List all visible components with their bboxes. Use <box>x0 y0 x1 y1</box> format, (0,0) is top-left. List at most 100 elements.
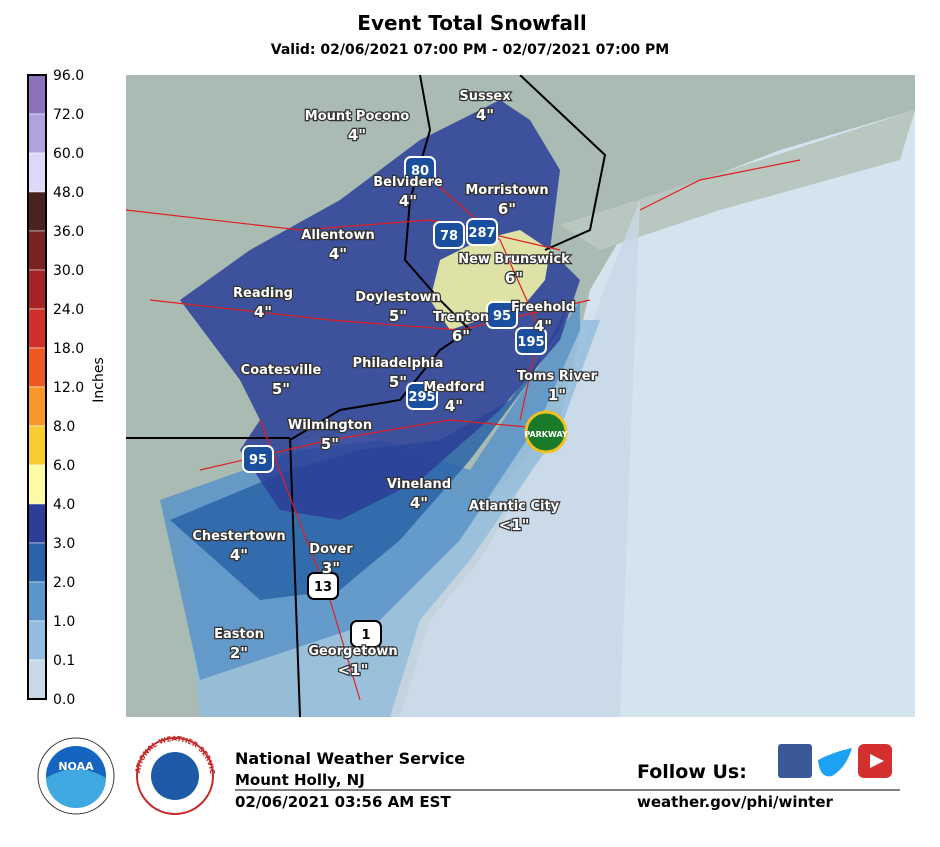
legend-box <box>27 152 47 193</box>
route-number: 80 <box>411 164 429 179</box>
city-name: Reading <box>233 286 293 301</box>
route-shield <box>307 572 339 600</box>
legend-frame <box>27 74 47 700</box>
city-amount: 4" <box>534 317 552 335</box>
follow: Follow Us: <box>637 761 747 783</box>
city-name: Toms River <box>517 369 598 384</box>
snow-zone <box>430 230 550 330</box>
youtube-play <box>870 754 884 768</box>
legend-box <box>27 659 47 700</box>
city-amount: 6" <box>498 200 516 218</box>
legend-tick: 36.0 <box>53 224 84 240</box>
legend-tick: 4.0 <box>53 497 75 513</box>
legend-tick: 72.0 <box>53 107 84 123</box>
noaa-logo: NOAA <box>37 737 115 815</box>
city-name: Philadelphia <box>353 356 444 371</box>
legend-box <box>27 74 47 115</box>
legend-box <box>27 308 47 349</box>
route-shield <box>350 620 382 648</box>
city-name: Wilmington <box>288 418 372 433</box>
city-name: Easton <box>214 627 264 642</box>
legend-box <box>27 581 47 622</box>
legend-box <box>27 464 47 505</box>
city-amount: 4" <box>399 192 417 210</box>
city-amount: 4" <box>329 245 347 263</box>
city-name: Mount Pocono <box>305 109 409 124</box>
snow-zone <box>180 100 580 520</box>
legend-tick: 18.0 <box>53 341 84 357</box>
route-shield <box>433 221 465 249</box>
issued: 02/06/2021 03:56 AM EST <box>235 793 451 811</box>
location: Mount Holly, NJ <box>235 771 365 789</box>
legend-box <box>27 386 47 427</box>
city-name: Belvidere <box>373 175 443 190</box>
city-amount: 5" <box>389 373 407 391</box>
legend-box <box>27 269 47 310</box>
state-borders <box>126 75 607 717</box>
url: weather.gov/phi/winter <box>637 793 833 811</box>
route-number: 95 <box>249 453 267 468</box>
city-amount: 4" <box>348 126 366 144</box>
route-number: 295 <box>408 390 435 405</box>
legend-box <box>27 113 47 154</box>
long-island <box>560 110 915 250</box>
city-amount: 5" <box>389 307 407 325</box>
route-number: 287 <box>468 226 495 241</box>
legend-tick: 48.0 <box>53 185 84 201</box>
route-shield <box>404 156 436 184</box>
city-amount: 5" <box>321 435 339 453</box>
legend-tick: 96.0 <box>53 68 84 84</box>
city-name: Georgetown <box>308 644 397 659</box>
office: National Weather Service <box>235 749 465 768</box>
city-name: Trenton <box>433 310 489 325</box>
legend: 96.0 72.0 60.0 48.0 36.0 30.0 24.0 18.0 12.0 8.0 6… <box>27 68 84 708</box>
city-amount: <1" <box>499 516 530 534</box>
city-name: New Brunswick <box>458 252 570 267</box>
route-number: 78 <box>440 229 458 244</box>
legend-tick: 0.1 <box>53 653 75 669</box>
legend-box <box>27 620 47 661</box>
route-number: 1 <box>361 628 370 643</box>
city-amount: 3" <box>322 559 340 577</box>
city-name: Medford <box>423 380 484 395</box>
twitter-icon[interactable] <box>818 748 852 777</box>
noaa-text: NOAA <box>58 760 94 773</box>
city-name: Atlantic City <box>469 499 560 514</box>
city-name: Morristown <box>465 183 548 198</box>
city-name: Coatesville <box>241 363 322 378</box>
route-shield <box>486 301 518 329</box>
city-amount: <1" <box>338 661 369 679</box>
legend-tick: 60.0 <box>53 146 84 162</box>
facebook-icon[interactable] <box>778 744 812 778</box>
legend-box <box>27 542 47 583</box>
legend-tick: 24.0 <box>53 302 84 318</box>
title: Event Total Snowfall <box>357 11 586 35</box>
city-amount: 4" <box>254 303 272 321</box>
legend-tick: 3.0 <box>53 536 75 552</box>
legend-tick: 0.0 <box>53 692 75 708</box>
city-amount: 1" <box>548 386 566 404</box>
legend-tick: 8.0 <box>53 419 75 435</box>
route-shield <box>524 410 568 454</box>
city-amount: 6" <box>452 327 470 345</box>
city-name: Doylestown <box>355 290 441 305</box>
city-amount: 4" <box>476 106 494 124</box>
legend-box <box>27 191 47 232</box>
map: 80 78 287 95 195 295 95 13 1 PARKWAY Sussex 4" Moun… <box>126 75 915 717</box>
route-number: 13 <box>314 580 332 595</box>
route-shield <box>466 218 498 246</box>
city-amount: 4" <box>445 397 463 415</box>
city-name: Allentown <box>301 228 374 243</box>
legend-box <box>27 425 47 466</box>
legend-box <box>27 347 47 388</box>
legend-tick: 2.0 <box>53 575 75 591</box>
legend-tick: 6.0 <box>53 458 75 474</box>
route-shield <box>406 382 438 410</box>
legend-label: Inches <box>91 357 107 402</box>
city-amount: 4" <box>410 494 428 512</box>
city-name: Chestertown <box>192 529 285 544</box>
city-name: Freehold <box>511 300 575 315</box>
city-amount: 5" <box>272 380 290 398</box>
route-shield <box>515 327 547 355</box>
